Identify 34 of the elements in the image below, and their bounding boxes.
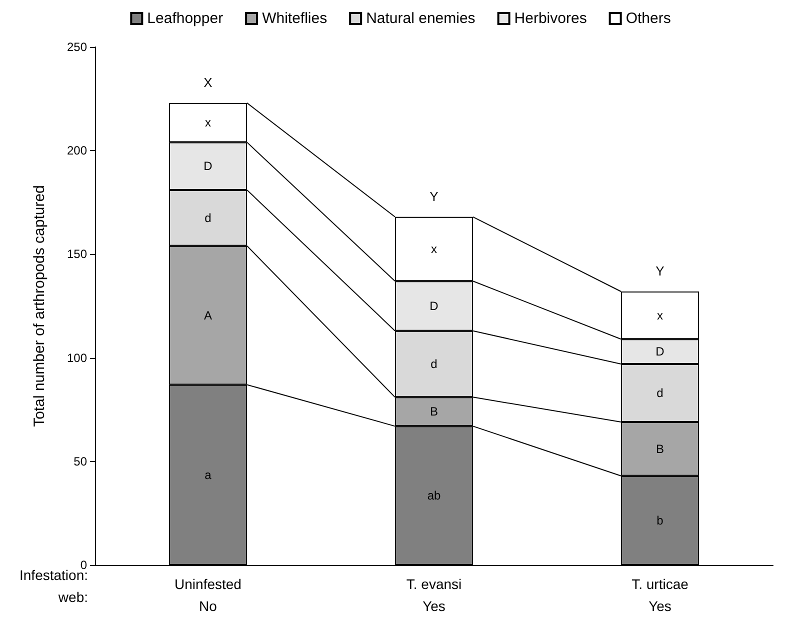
- legend-label: Whiteflies: [262, 10, 328, 27]
- data-label: a: [204, 468, 212, 482]
- annotation: Y: [656, 263, 665, 278]
- data-label: d: [430, 357, 438, 372]
- legend-label: Natural enemies: [366, 10, 476, 27]
- annotation: X: [204, 74, 213, 90]
- data-label: D: [204, 159, 213, 174]
- legend-label: Herbivores: [514, 10, 587, 27]
- legend-label: Others: [626, 10, 671, 27]
- data-label: B: [656, 442, 664, 456]
- data-label: A: [204, 308, 212, 322]
- data-label: x: [657, 308, 663, 322]
- data-label: x: [431, 242, 437, 256]
- x-tick-label: T. urticae Yes: [632, 576, 689, 614]
- data-label: D: [430, 299, 439, 313]
- y-axis-title: Total number of arthropods captured: [31, 185, 48, 427]
- data-label: D: [656, 344, 665, 359]
- data-label: B: [430, 404, 438, 419]
- y-tick-label: 0: [80, 558, 88, 572]
- x-tick-label: Uninfested No: [174, 576, 242, 614]
- data-label: ab: [427, 488, 441, 503]
- x-tick-label: T. evansi Yes: [406, 576, 462, 614]
- y-tick-label: 150: [66, 247, 88, 262]
- data-label: x: [205, 116, 211, 130]
- data-label: b: [656, 513, 664, 528]
- annotation: Y: [430, 188, 439, 204]
- legend-label: Leafhopper: [147, 10, 224, 27]
- data-label: d: [656, 386, 664, 400]
- data-label: d: [204, 210, 212, 225]
- y-tick-label: 200: [66, 144, 88, 158]
- y-tick-label: 250: [66, 40, 88, 54]
- y-tick-label: 100: [66, 350, 88, 365]
- y-tick-label: 50: [74, 454, 88, 468]
- text: web:: [57, 589, 88, 605]
